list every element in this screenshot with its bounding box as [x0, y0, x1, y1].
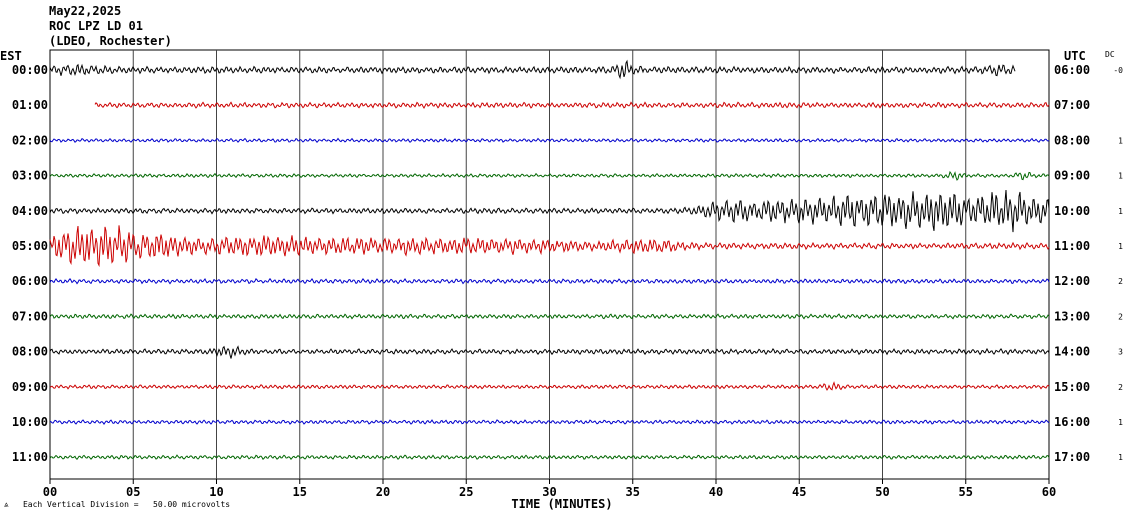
row-utc-label: 08:00: [1054, 133, 1090, 147]
row-est-label: 04:00: [12, 204, 48, 218]
seismic-trace: [49, 277, 1050, 285]
seismic-trace: [49, 454, 1050, 461]
row-dc-value: 1: [1118, 242, 1123, 251]
row-dc-value: 2: [1118, 383, 1123, 392]
seismic-trace: [49, 381, 1050, 391]
row-est-label: 02:00: [12, 133, 48, 147]
network-name: (LDEO, Rochester): [49, 34, 172, 48]
seismic-trace: [49, 59, 1016, 80]
x-tick-label: 40: [709, 485, 723, 499]
row-utc-label: 06:00: [1054, 63, 1090, 77]
row-utc-label: 16:00: [1054, 415, 1090, 429]
row-utc-label: 12:00: [1054, 274, 1090, 288]
row-dc-value: -0: [1113, 66, 1123, 75]
right-timezone-label: UTC: [1064, 49, 1086, 63]
row-dc-value: 1: [1118, 136, 1123, 145]
row-utc-label: 17:00: [1054, 450, 1090, 464]
row-utc-label: 10:00: [1054, 204, 1090, 218]
row-dc-value: 1: [1118, 453, 1123, 462]
row-utc-label: 13:00: [1054, 309, 1090, 323]
x-tick-label: 55: [959, 485, 973, 499]
x-axis-title: TIME (MINUTES): [511, 497, 612, 511]
row-est-label: 01:00: [12, 98, 48, 112]
row-est-label: 00:00: [12, 63, 48, 77]
row-dc-value: 2: [1118, 277, 1123, 286]
footer-note: ⩓ Each Vertical Division = 50.00 microvo…: [4, 500, 230, 510]
x-tick-label: 50: [875, 485, 889, 499]
x-tick-label: 30: [542, 485, 556, 499]
x-tick-label: 10: [209, 485, 223, 499]
seismic-trace: [49, 137, 1050, 144]
x-tick-label: 35: [626, 485, 640, 499]
row-dc-value: 1: [1118, 418, 1123, 427]
row-utc-label: 14:00: [1054, 345, 1090, 359]
x-tick-label: 00: [43, 485, 57, 499]
x-tick-label: 15: [293, 485, 307, 499]
row-est-label: 08:00: [12, 345, 48, 359]
row-est-label: 03:00: [12, 169, 48, 183]
row-est-label: 07:00: [12, 309, 48, 323]
seismic-trace: [49, 345, 1050, 359]
x-tick-label: 45: [792, 485, 806, 499]
row-dc-value: 1: [1118, 207, 1123, 216]
seismic-trace: [94, 101, 1050, 109]
row-dc-value: 1: [1118, 172, 1123, 181]
left-timezone-label: EST: [0, 49, 22, 63]
row-est-label: 09:00: [12, 380, 48, 394]
row-dc-value: 2: [1118, 312, 1123, 321]
x-tick-label: 20: [376, 485, 390, 499]
chart-date: May22,2025: [49, 4, 122, 18]
seismic-trace: [49, 170, 1050, 181]
row-utc-label: 07:00: [1054, 98, 1090, 112]
vertical-division-note: Each Vertical Division = 50.00 microvolt…: [22, 500, 231, 509]
x-tick-label: 60: [1042, 485, 1056, 499]
seismic-trace: [49, 225, 1050, 268]
row-est-label: 10:00: [12, 415, 48, 429]
seismic-trace: [49, 313, 1050, 320]
row-dc-value: 3: [1118, 348, 1123, 357]
row-utc-label: 15:00: [1054, 380, 1090, 394]
seismic-trace: [49, 419, 1050, 425]
row-est-label: 11:00: [12, 450, 48, 464]
footer-marker: ⩓: [4, 500, 9, 509]
row-est-label: 06:00: [12, 274, 48, 288]
row-utc-label: 09:00: [1054, 169, 1090, 183]
x-tick-label: 05: [126, 485, 140, 499]
seismic-trace: [49, 189, 1050, 233]
x-tick-label: 25: [459, 485, 473, 499]
dc-header: DC: [1105, 50, 1115, 59]
station-name: ROC LPZ LD 01: [49, 19, 143, 33]
row-est-label: 05:00: [12, 239, 48, 253]
row-utc-label: 11:00: [1054, 239, 1090, 253]
